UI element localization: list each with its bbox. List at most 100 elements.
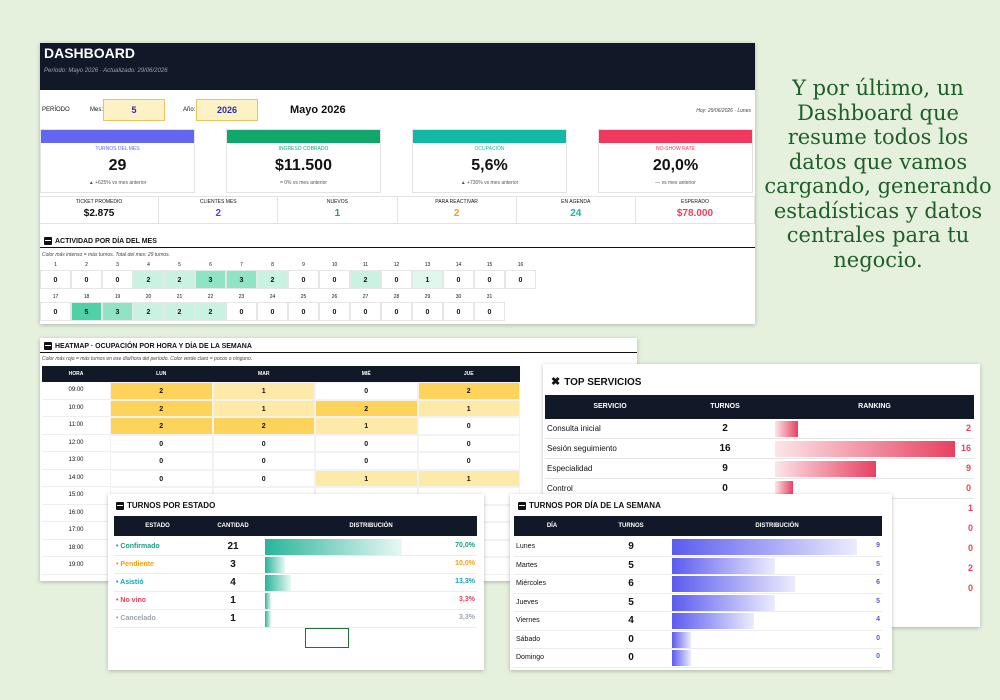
dia-value: 0: [876, 653, 880, 660]
ranking-bar: [775, 421, 798, 437]
dia-name: Miércoles: [516, 580, 546, 587]
activity-day: 12 0: [381, 261, 412, 289]
heatmap-cell: 0: [110, 434, 213, 452]
activity-day-number: 18: [83, 294, 90, 300]
heatmap-cell: 2: [110, 399, 213, 417]
dia-bar-cell: 0: [672, 631, 882, 649]
top-servicios-title-text: TOP SERVICIOS: [564, 377, 642, 388]
kpi-value: 20,0%: [652, 157, 699, 174]
kpi-delta: — vs mes anterior: [655, 180, 696, 186]
heatmap-cell: 2: [110, 382, 213, 400]
dia-bar-cell: 5: [672, 594, 882, 612]
mini-kpi-row: TICKET PROMEDIO $2.875 CLIENTES MES 2 NUEVOS…: [40, 196, 755, 224]
turnos-dia-row: Sábado 0 0: [514, 631, 882, 649]
service-name: Sesión seguimiento: [547, 444, 617, 453]
box-icon: [116, 501, 124, 510]
dashboard-title: DASHBOARD: [44, 45, 135, 61]
estado-bar-cell: 3,3%: [265, 610, 477, 627]
dashboard-subtitle: Período: Mayo 2026 · Actualizado: 29/06/…: [44, 68, 168, 74]
heatmap-row: 14:00 0 0 1 1: [42, 469, 520, 487]
heatmap-cell: 1: [417, 469, 520, 487]
grid-icon: [44, 342, 52, 350]
activity-note: Color más intenso = más turnos. Total de…: [42, 252, 171, 258]
service-turnos: 16: [719, 443, 731, 454]
activity-day-number: 26: [331, 294, 338, 300]
heatmap-title: HEATMAP · OCUPACIÓN POR HORA Y DÍA DE LA…: [44, 342, 252, 350]
kpi-color-bar: [413, 130, 566, 143]
activity-day-number: 19: [114, 294, 121, 300]
turnos-estado-column-header: CANTIDAD: [217, 523, 249, 529]
dia-name: Domingo: [516, 654, 545, 661]
activity-day: 22 2: [195, 293, 226, 321]
kpi-value: 29: [108, 157, 127, 174]
ranking-value: 0: [965, 483, 971, 493]
dia-bar-cell: 5: [672, 557, 882, 575]
heatmap-title-text: HEATMAP · OCUPACIÓN POR HORA Y DÍA DE LA…: [55, 342, 252, 350]
heatmap-hour: 11:00: [42, 417, 110, 435]
service-name: Control: [547, 484, 573, 493]
activity-day-value: 0: [102, 270, 133, 289]
mini-kpi: TICKET PROMEDIO $2.875: [40, 196, 160, 224]
mini-kpi-name: TICKET PROMEDIO: [75, 199, 123, 205]
dia-name: Lunes: [516, 543, 536, 550]
turnos-estado-row: • Cancelado 1 3,3%: [114, 610, 477, 628]
mini-kpi: PARA REACTIVAR 2: [397, 196, 517, 224]
heatmap-cell: 1: [212, 399, 315, 417]
mini-kpi-name: PARA REACTIVAR: [435, 199, 478, 205]
estado-percent: 10,0%: [455, 560, 475, 567]
heatmap-cell: 0: [417, 434, 520, 452]
service-turnos: 2: [722, 423, 728, 434]
activity-day-value: 0: [381, 270, 412, 289]
dia-count: 5: [628, 596, 634, 608]
dia-value: 6: [876, 579, 880, 586]
ranking-value: 0: [967, 543, 973, 553]
estado-percent: 13,3%: [455, 578, 475, 585]
activity-day-number: 2: [85, 262, 88, 268]
dia-name: Viernes: [516, 617, 540, 624]
mini-kpi-name: EN AGENDA: [561, 199, 591, 205]
activity-day-number: 12: [393, 262, 400, 268]
kpi-card: OCUPACIÓN 5,6% ▲ +730% vs mes anterior: [412, 129, 567, 193]
turnos-dia-row: Jueves 5 5: [514, 594, 882, 612]
heatmap-cell: 0: [315, 434, 418, 452]
estado-bar-cell: 13,3%: [265, 574, 477, 591]
heatmap-hour: 14:00: [42, 470, 110, 487]
dia-bar: [672, 557, 775, 574]
heatmap-cell: 0: [110, 452, 213, 470]
year-input[interactable]: 2026: [196, 99, 258, 121]
activity-day-value: 2: [257, 270, 288, 289]
activity-day: 30 0: [443, 293, 474, 321]
ranking-value: 2: [967, 563, 973, 573]
estado-count: 3: [230, 559, 236, 570]
turnos-dia-header: DÍA TURNOS DISTRIBUCIÓN: [514, 516, 882, 536]
month-input[interactable]: 5: [103, 99, 165, 121]
activity-day-value: 0: [381, 302, 412, 321]
estado-percent: 3,3%: [459, 596, 475, 603]
mini-kpi-value: 2: [215, 208, 222, 219]
estado-count: 21: [227, 541, 239, 552]
estado-count: 4: [230, 577, 236, 588]
activity-day-number: 5: [178, 262, 181, 268]
dia-count: 0: [628, 652, 634, 663]
activity-day-number: 9: [302, 262, 305, 268]
activity-day-value: 0: [474, 302, 505, 321]
mini-kpi-name: ESPERADO: [681, 199, 709, 205]
heatmap-hour: 15:00: [42, 487, 110, 505]
activity-day: 11 2: [350, 261, 381, 289]
heatmap-cell: 2: [110, 417, 213, 435]
heatmap-cell: 2: [212, 417, 315, 435]
heatmap-header: HORA LUN MAR MIÉ JUE: [42, 366, 520, 382]
activity-day: 28 0: [381, 293, 412, 321]
period-selector: PERÍODO Mes: 5 Año: 2026 Mayo 2026 Hoy: …: [40, 95, 755, 123]
heatmap-column-header: HORA: [68, 371, 84, 377]
period-label: PERÍODO: [42, 107, 70, 113]
activity-day-value: 0: [319, 302, 350, 321]
activity-day-value: 2: [164, 270, 195, 289]
year-label: Año:: [183, 107, 196, 113]
selected-cell[interactable]: [305, 628, 349, 648]
activity-day-number: 21: [176, 294, 183, 300]
turnos-estado-title-text: TURNOS POR ESTADO: [127, 501, 216, 510]
activity-day-value: 2: [133, 270, 164, 289]
heatmap-cell: 1: [315, 417, 418, 435]
activity-day: 19 3: [102, 293, 133, 321]
